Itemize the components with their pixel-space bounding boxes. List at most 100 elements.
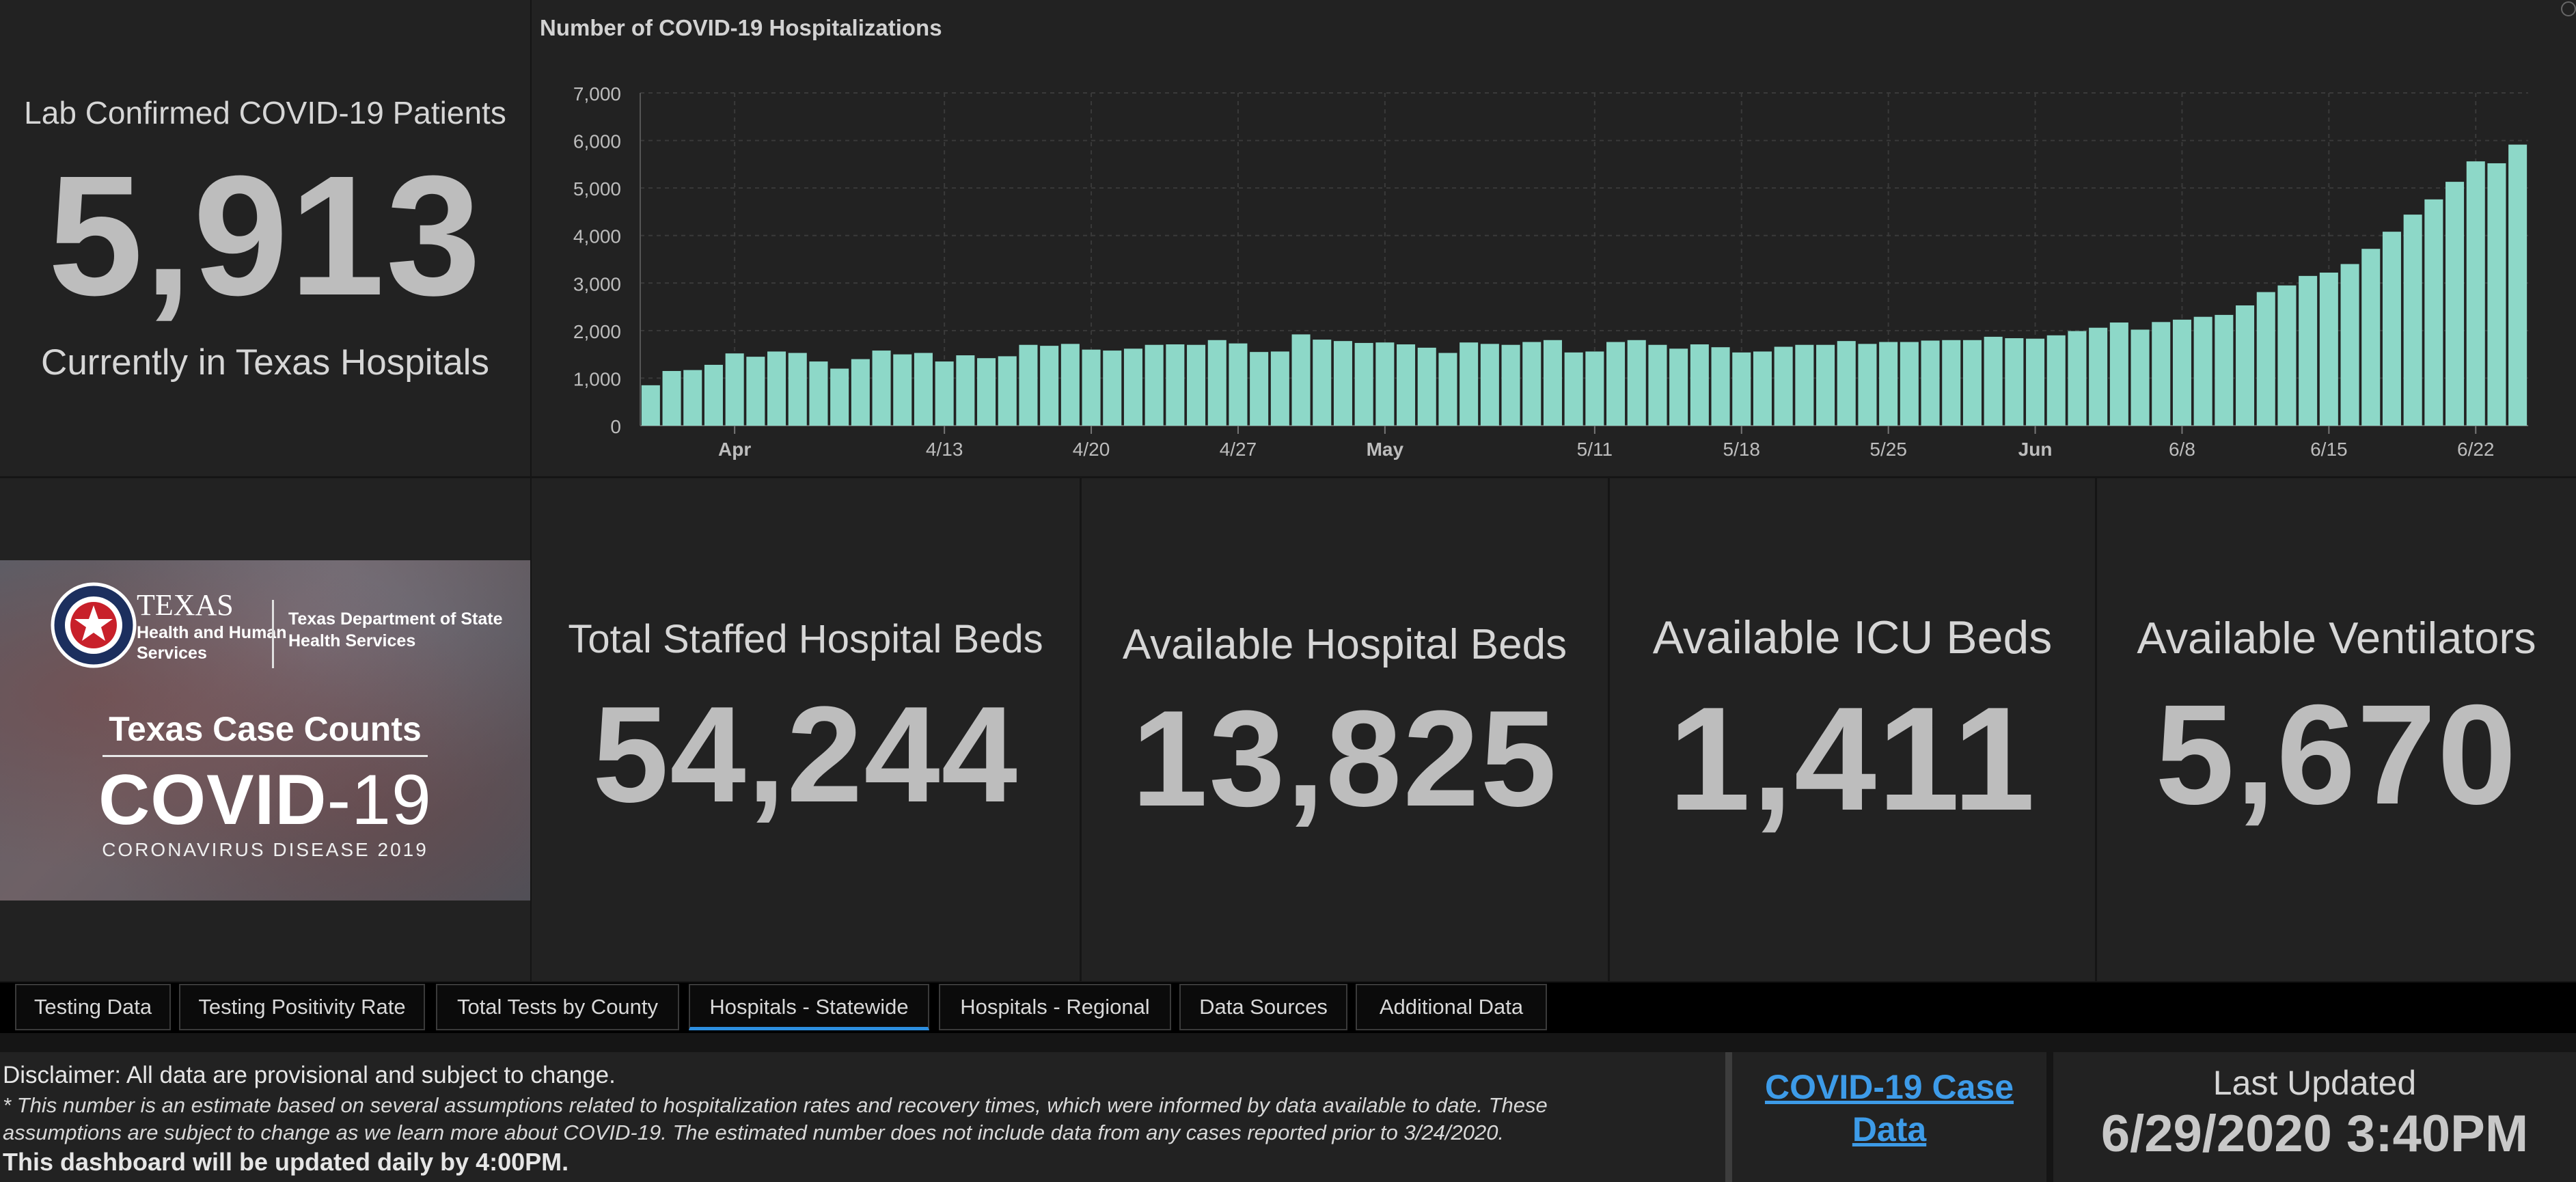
kpi-label: Available Ventilators (2137, 613, 2536, 663)
chart-bar (1921, 340, 1940, 426)
texas-seal-icon (51, 582, 137, 668)
chart-bar (977, 358, 996, 426)
x-tick-label: 5/11 (1577, 439, 1613, 460)
chart-bar (725, 353, 744, 426)
chart-bar (1040, 346, 1059, 426)
case-data-link-panel: COVID-19 Case Data (1732, 1052, 2046, 1182)
chart-bar (1060, 344, 1080, 426)
last-updated-value: 6/29/2020 3:40PM (2100, 1105, 2529, 1163)
y-tick-label: 6,000 (573, 131, 621, 152)
last-updated-panel: Last Updated 6/29/2020 3:40PM (2053, 1052, 2576, 1182)
chart-bar (2445, 182, 2465, 426)
x-tick-label: 5/18 (1723, 439, 1761, 460)
last-updated-label: Last Updated (2212, 1064, 2417, 1102)
patients-label-top: Lab Confirmed COVID-19 Patients (24, 95, 506, 130)
chart-bar (1816, 344, 1835, 426)
y-tick-label: 7,000 (573, 83, 621, 105)
chart-bar (2236, 305, 2255, 426)
chart-bar (746, 357, 765, 426)
dshs-logo-card: TEXAS Health and Human Services Texas De… (0, 560, 530, 901)
chart-bar (2382, 232, 2401, 426)
chart-bar (1837, 341, 1856, 426)
chart-bar (2403, 215, 2422, 426)
chart-bar (2424, 199, 2443, 426)
chart-bar (1627, 340, 1646, 426)
chart-bar (1123, 348, 1142, 426)
chart-bar (1774, 346, 1793, 426)
chart-bar (1187, 344, 1206, 426)
chart-bar (1229, 343, 1248, 426)
chart-bar (1669, 348, 1688, 426)
chart-bar (872, 351, 891, 426)
chart-bar (1732, 352, 1751, 426)
chart-bar (2026, 338, 2045, 426)
logo-dept2: Health Services (288, 631, 416, 650)
chart-bar (704, 364, 723, 426)
chart-bar (809, 361, 828, 426)
chart-bar (956, 355, 975, 426)
y-tick-label: 2,000 (573, 321, 621, 342)
chart-bar (1879, 342, 1898, 426)
link-line1: COVID-19 Case (1764, 1068, 2014, 1106)
x-tick-label: 6/15 (2310, 439, 2348, 460)
kpi-label: Total Staffed Hospital Beds (568, 617, 1043, 661)
chart-bar (2508, 144, 2527, 426)
patients-value: 5,913 (48, 140, 482, 331)
chart-bar (2172, 319, 2191, 426)
kpi-available-ventilators: Available Ventilators 5,670 (2097, 478, 2576, 981)
tab-data-sources[interactable]: Data Sources (1179, 984, 1347, 1030)
tab-total-tests-by-county[interactable]: Total Tests by County (436, 984, 679, 1030)
y-tick-label: 1,000 (573, 368, 621, 389)
x-tick-label: May (1367, 439, 1404, 460)
x-tick-label: 5/25 (1869, 439, 1907, 460)
patients-label-bottom: Currently in Texas Hospitals (41, 342, 489, 383)
chart-bar (1313, 340, 1332, 426)
y-tick-label: 5,000 (573, 178, 621, 200)
chart-bar (1417, 347, 1436, 426)
x-tick-label: 6/22 (2457, 439, 2495, 460)
chart-bar (1585, 351, 1604, 426)
chart-bar (1354, 342, 1373, 426)
kpi-value: 13,825 (1132, 683, 1558, 835)
chart-bar (1250, 352, 1269, 426)
logo-covid-title: COVID-19 (0, 760, 530, 841)
chart-bar (2319, 272, 2338, 426)
chart-bar (1900, 342, 1919, 426)
chart-title: Number of COVID-19 Hospitalizations (540, 15, 942, 40)
chart-bar (1207, 340, 1227, 426)
tab-hospitals-regional[interactable]: Hospitals - Regional (939, 984, 1171, 1030)
chart-bar (1690, 344, 1709, 426)
x-tick-label: Apr (718, 439, 751, 460)
update-notice: This dashboard will be updated daily by … (3, 1148, 569, 1176)
logo-brand-sub1: Health and Human (137, 623, 287, 642)
x-tick-label: 4/13 (926, 439, 963, 460)
tab-testing-positivity-rate[interactable]: Testing Positivity Rate (179, 984, 425, 1030)
tab-bar: Testing Data Testing Positivity Rate Tot… (0, 982, 2576, 1033)
logo-divider (272, 600, 274, 668)
chart-corner-icon[interactable] (2561, 1, 2576, 16)
kpi-value: 1,411 (1668, 676, 2037, 841)
chart-bar (893, 354, 912, 426)
chart-bar (2152, 322, 2171, 426)
x-tick-label: 6/8 (2169, 439, 2195, 460)
chart-bar (2005, 338, 2024, 426)
logo-covid-number: -19 (327, 760, 432, 840)
chart-bar (2130, 329, 2150, 426)
kpi-value: 54,244 (592, 678, 1019, 831)
chart-bar (2487, 163, 2506, 426)
chart-bar (1460, 342, 1479, 426)
logo-covid-word: COVID (98, 760, 327, 840)
chart-bar (683, 370, 702, 426)
chart-bar (641, 385, 660, 426)
y-tick-label: 4,000 (573, 226, 621, 247)
tab-hospitals-statewide[interactable]: Hospitals - Statewide (689, 984, 929, 1030)
chart-bar (2361, 249, 2381, 426)
logo-brand-sub2: Services (137, 644, 207, 663)
chart-bar (1397, 344, 1416, 426)
covid-case-data-link[interactable]: COVID-19 Case Data (1732, 1066, 2046, 1151)
tab-testing-data[interactable]: Testing Data (15, 984, 171, 1030)
y-tick-label: 3,000 (573, 273, 621, 294)
kpi-total-staffed-beds: Total Staffed Hospital Beds 54,244 (532, 478, 1080, 981)
tab-additional-data[interactable]: Additional Data (1356, 984, 1547, 1030)
logo-brand: TEXAS (137, 588, 234, 622)
